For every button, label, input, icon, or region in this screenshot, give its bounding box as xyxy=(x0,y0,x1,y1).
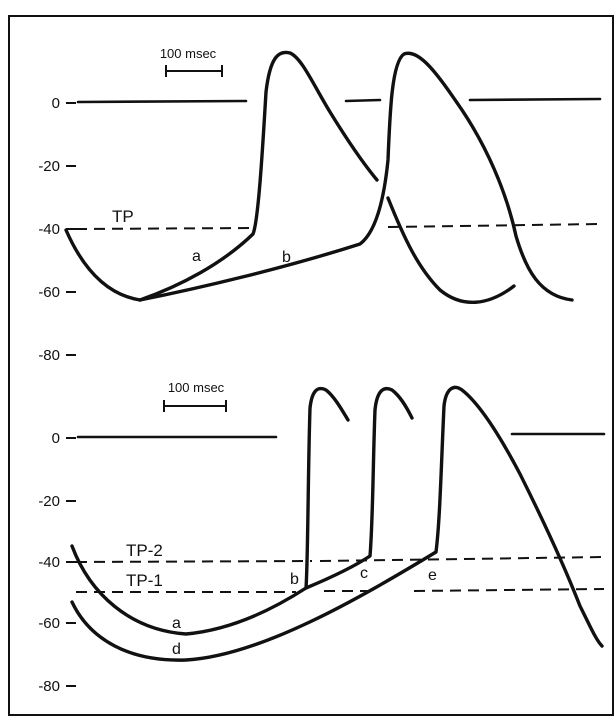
bottom-curve-a xyxy=(70,386,350,636)
bottom-threshold-2-line xyxy=(75,560,313,563)
bottom-curve-c xyxy=(304,386,414,590)
top-y-tick-label: -20 xyxy=(38,158,60,175)
top-threshold-line xyxy=(75,227,256,230)
bottom-curve-label-a: a xyxy=(172,615,181,632)
top-threshold-line xyxy=(387,223,601,228)
bottom-y-tick-label: -20 xyxy=(38,493,60,510)
bottom-threshold-1-line xyxy=(413,588,605,592)
bottom-curve-label-b: b xyxy=(290,571,299,588)
top-threshold-label: TP xyxy=(112,207,134,226)
top-curve-a xyxy=(138,50,379,302)
bottom-panel: 0 -20 -40 -60 -80 100 msec TP-2 xyxy=(38,380,606,695)
top-y-tick-label: 0 xyxy=(52,95,60,112)
top-y-tick-label: -40 xyxy=(38,221,60,238)
bottom-threshold-2-label: TP-2 xyxy=(126,541,163,560)
top-curve-a-repolarization xyxy=(386,196,516,304)
bottom-y-tick-label: 0 xyxy=(52,430,60,447)
bottom-scale-bar-label: 100 msec xyxy=(168,380,225,395)
top-scale-bar-label: 100 msec xyxy=(160,46,217,61)
top-scale-bar: 100 msec xyxy=(160,46,223,77)
top-zero-line xyxy=(468,97,602,102)
top-curve-b xyxy=(138,51,574,302)
bottom-y-tick-label: -40 xyxy=(38,554,60,571)
figure-frame xyxy=(8,15,614,716)
bottom-threshold-1-label: TP-1 xyxy=(126,571,163,590)
top-panel: 0 -20 -40 -60 -80 100 msec TP xyxy=(38,46,602,364)
top-pacemaker-curve xyxy=(64,228,142,302)
bottom-scale-bar: 100 msec xyxy=(163,380,227,412)
top-y-tick-label: -60 xyxy=(38,284,60,301)
top-y-tick-label: -80 xyxy=(38,347,60,364)
top-zero-line xyxy=(344,98,382,103)
bottom-threshold-2-line xyxy=(319,556,605,562)
top-curve-label-b: b xyxy=(282,249,291,266)
bottom-curve-label-c: c xyxy=(360,565,368,582)
bottom-curve-label-d: d xyxy=(172,641,181,658)
top-curve-label-a: a xyxy=(192,248,201,265)
bottom-curve-d xyxy=(70,385,604,662)
bottom-curve-label-e: e xyxy=(428,567,437,584)
bottom-y-tick-label: -80 xyxy=(38,678,60,695)
top-y-axis: 0 -20 -40 -60 -80 xyxy=(38,95,76,364)
top-zero-line xyxy=(76,99,248,104)
bottom-y-axis: 0 -20 -40 -60 -80 xyxy=(38,430,76,695)
bottom-y-tick-label: -60 xyxy=(38,615,60,632)
